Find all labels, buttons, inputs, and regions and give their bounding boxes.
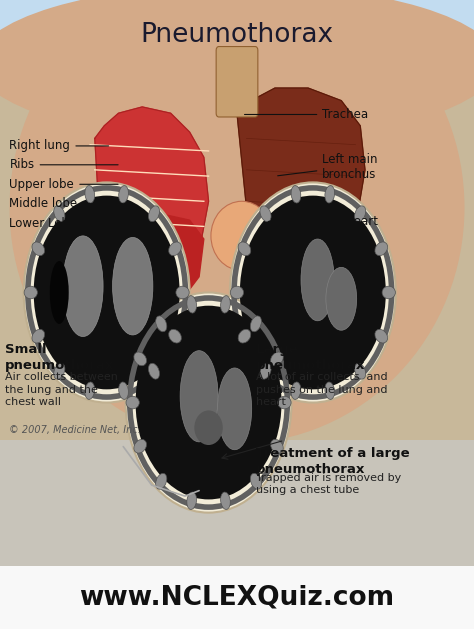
- Ellipse shape: [187, 296, 197, 313]
- Ellipse shape: [126, 396, 139, 409]
- Ellipse shape: [54, 206, 65, 221]
- Ellipse shape: [112, 237, 153, 335]
- Ellipse shape: [118, 186, 128, 203]
- Ellipse shape: [118, 382, 128, 399]
- Ellipse shape: [134, 352, 146, 365]
- Text: Trachea: Trachea: [245, 108, 368, 121]
- Ellipse shape: [32, 242, 45, 255]
- Text: Upper lobe: Upper lobe: [9, 178, 118, 191]
- Ellipse shape: [260, 206, 271, 221]
- Ellipse shape: [250, 316, 262, 331]
- Text: Small
pneumothorax: Small pneumothorax: [5, 343, 114, 372]
- Text: Lower Lobe: Lower Lobe: [9, 217, 123, 230]
- Text: Treatment of a large
pneumothorax: Treatment of a large pneumothorax: [256, 447, 410, 476]
- Ellipse shape: [180, 351, 218, 442]
- Ellipse shape: [301, 239, 334, 321]
- Text: Heart: Heart: [268, 215, 379, 228]
- Ellipse shape: [260, 364, 271, 379]
- Ellipse shape: [291, 186, 301, 203]
- Ellipse shape: [220, 296, 230, 313]
- Ellipse shape: [271, 352, 283, 365]
- Ellipse shape: [54, 364, 65, 379]
- Ellipse shape: [194, 411, 223, 445]
- Ellipse shape: [9, 0, 465, 443]
- Text: Right lung: Right lung: [9, 140, 109, 152]
- Ellipse shape: [230, 286, 244, 299]
- Ellipse shape: [382, 286, 395, 299]
- Text: Pneumothorax: Pneumothorax: [140, 21, 334, 48]
- Text: Ribs: Ribs: [9, 159, 118, 171]
- Ellipse shape: [187, 492, 197, 509]
- FancyBboxPatch shape: [0, 566, 474, 629]
- Ellipse shape: [218, 368, 252, 450]
- Ellipse shape: [355, 206, 366, 221]
- Polygon shape: [104, 214, 204, 314]
- Ellipse shape: [220, 492, 230, 509]
- FancyBboxPatch shape: [0, 440, 474, 566]
- Ellipse shape: [355, 364, 366, 379]
- Ellipse shape: [155, 316, 167, 331]
- Circle shape: [126, 292, 292, 513]
- Ellipse shape: [238, 242, 251, 255]
- Ellipse shape: [169, 242, 182, 255]
- Ellipse shape: [325, 186, 335, 203]
- Ellipse shape: [211, 201, 273, 270]
- Ellipse shape: [24, 286, 37, 299]
- Polygon shape: [237, 88, 365, 302]
- Text: Large
pneumothorax: Large pneumothorax: [256, 343, 365, 372]
- Ellipse shape: [238, 330, 251, 343]
- Ellipse shape: [375, 242, 388, 255]
- Circle shape: [240, 196, 386, 389]
- Text: Trapped air is removed by
using a chest tube: Trapped air is removed by using a chest …: [256, 473, 401, 496]
- FancyBboxPatch shape: [0, 75, 474, 440]
- Circle shape: [230, 182, 396, 403]
- Ellipse shape: [271, 440, 283, 453]
- Text: A lot of air collects  and
pushes on the lung and
heart: A lot of air collects and pushes on the …: [256, 372, 388, 407]
- Ellipse shape: [32, 330, 45, 343]
- Ellipse shape: [291, 382, 301, 399]
- Ellipse shape: [0, 0, 474, 142]
- Circle shape: [136, 306, 282, 499]
- Ellipse shape: [169, 330, 182, 343]
- Text: Air collects between
the lung and the
chest wall: Air collects between the lung and the ch…: [5, 372, 118, 407]
- Ellipse shape: [148, 364, 160, 379]
- Ellipse shape: [85, 186, 95, 203]
- Text: © 2007, Medicine Net, Inc.: © 2007, Medicine Net, Inc.: [9, 425, 141, 435]
- Text: www.NCLEXQuiz.com: www.NCLEXQuiz.com: [80, 584, 394, 611]
- Ellipse shape: [325, 382, 335, 399]
- FancyBboxPatch shape: [0, 0, 474, 75]
- Ellipse shape: [278, 396, 291, 409]
- Ellipse shape: [155, 474, 167, 489]
- Circle shape: [24, 182, 190, 403]
- Ellipse shape: [375, 330, 388, 343]
- Text: Middle lobe: Middle lobe: [9, 198, 123, 210]
- Ellipse shape: [148, 206, 160, 221]
- Text: Left main
bronchus: Left main bronchus: [278, 153, 378, 181]
- Ellipse shape: [50, 261, 69, 324]
- Ellipse shape: [63, 236, 103, 337]
- Ellipse shape: [85, 382, 95, 399]
- Ellipse shape: [134, 440, 146, 453]
- Ellipse shape: [250, 474, 262, 489]
- Ellipse shape: [326, 267, 356, 330]
- Circle shape: [34, 196, 180, 389]
- Polygon shape: [95, 107, 209, 302]
- Ellipse shape: [176, 286, 189, 299]
- FancyBboxPatch shape: [216, 47, 258, 117]
